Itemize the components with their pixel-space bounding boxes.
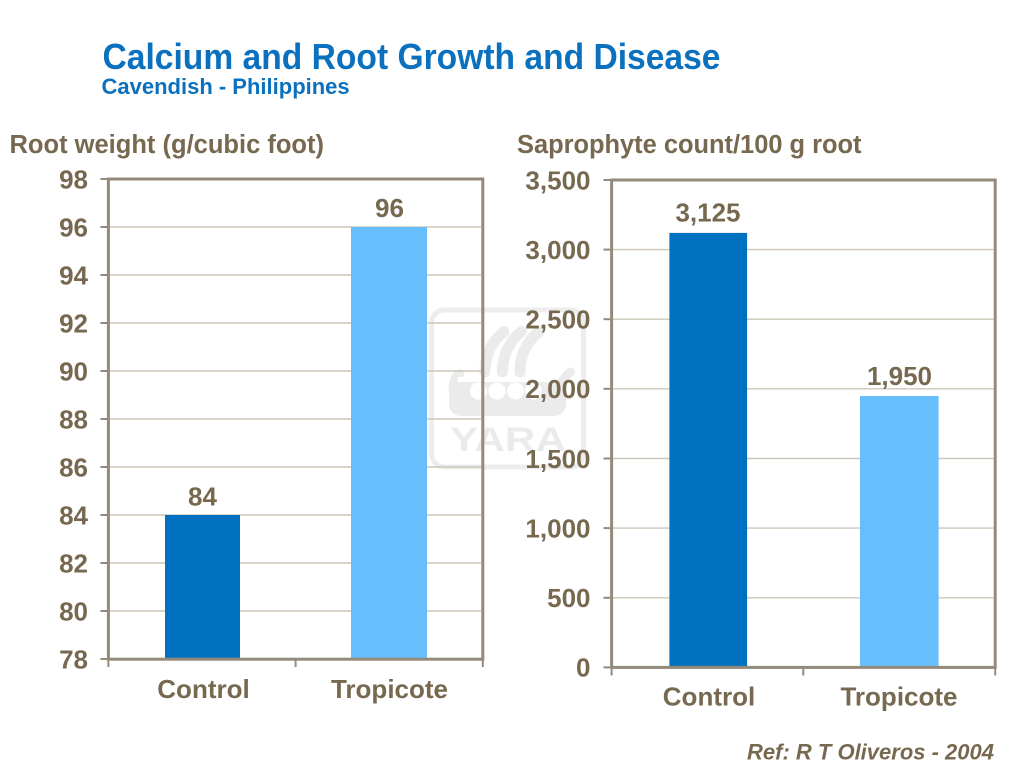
- svg-text:3,000: 3,000: [525, 235, 590, 265]
- svg-text:90: 90: [59, 356, 88, 386]
- svg-text:78: 78: [59, 644, 88, 674]
- svg-text:YARA: YARA: [450, 421, 566, 459]
- svg-text:1,950: 1,950: [867, 361, 932, 391]
- svg-text:86: 86: [59, 452, 88, 482]
- svg-text:3,500: 3,500: [525, 165, 590, 195]
- svg-text:3,125: 3,125: [675, 198, 740, 228]
- svg-text:1,000: 1,000: [525, 513, 590, 543]
- svg-text:88: 88: [59, 404, 88, 434]
- svg-text:Control: Control: [663, 682, 755, 712]
- svg-text:Control: Control: [157, 674, 249, 704]
- svg-text:Cavendish - Philippines: Cavendish - Philippines: [102, 74, 350, 99]
- svg-text:Ref: R T Oliveros - 2004: Ref: R T Oliveros - 2004: [747, 740, 994, 765]
- svg-text:2,000: 2,000: [525, 374, 590, 404]
- svg-text:2,500: 2,500: [525, 305, 590, 335]
- svg-text:98: 98: [59, 164, 88, 194]
- svg-text:80: 80: [59, 596, 88, 626]
- svg-text:Saprophyte count/100 g root: Saprophyte count/100 g root: [517, 131, 862, 159]
- svg-text:84: 84: [188, 482, 217, 512]
- svg-text:1,500: 1,500: [525, 444, 590, 474]
- svg-text:Tropicote: Tropicote: [331, 674, 448, 704]
- svg-text:82: 82: [59, 548, 88, 578]
- svg-text:Tropicote: Tropicote: [840, 682, 957, 712]
- svg-text:500: 500: [547, 583, 590, 613]
- svg-text:Calcium and Root Growth and Di: Calcium and Root Growth and Disease: [103, 36, 721, 77]
- svg-text:Root weight (g/cubic foot): Root weight (g/cubic foot): [10, 131, 324, 159]
- svg-text:84: 84: [59, 500, 88, 530]
- svg-text:92: 92: [59, 308, 88, 338]
- svg-text:96: 96: [59, 212, 88, 242]
- svg-text:96: 96: [375, 193, 404, 223]
- svg-text:94: 94: [59, 260, 88, 290]
- svg-text:0: 0: [576, 653, 590, 683]
